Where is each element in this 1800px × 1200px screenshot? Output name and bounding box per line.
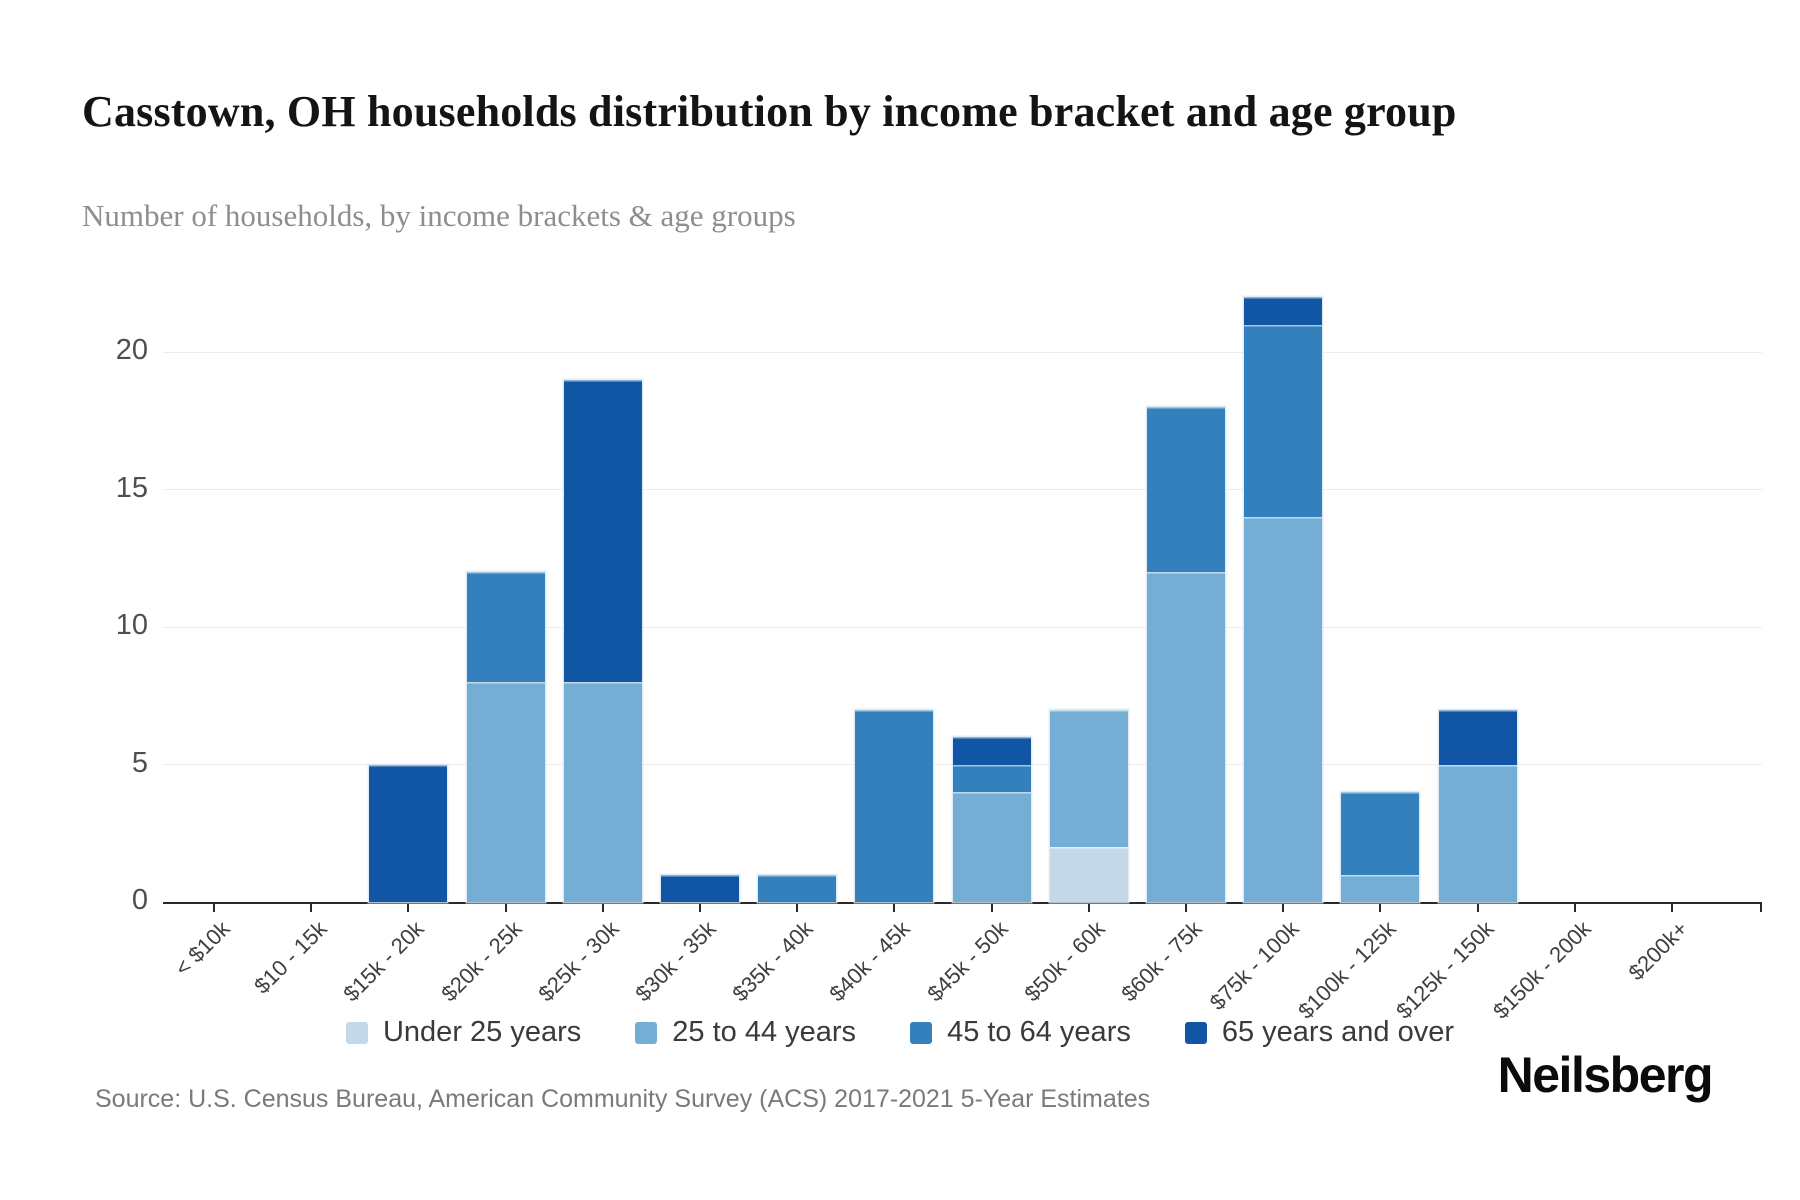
bar-segment[interactable] <box>952 737 1031 765</box>
bar-stack[interactable] <box>1147 407 1225 902</box>
x-axis-tick <box>1573 904 1576 912</box>
chart-subtitle: Number of households, by income brackets… <box>82 198 796 233</box>
bar-segment[interactable] <box>466 682 545 902</box>
y-axis-label: 0 <box>131 884 148 916</box>
y-axis-label: 5 <box>131 746 148 779</box>
bar-segment[interactable] <box>1049 709 1128 847</box>
bar-stack[interactable] <box>661 874 739 902</box>
bar-segment[interactable] <box>1341 874 1420 902</box>
bar-segment[interactable] <box>466 572 545 682</box>
bar-stack[interactable] <box>855 709 934 902</box>
x-axis-label: < $10k <box>169 916 235 981</box>
y-axis-label: 10 <box>115 609 148 641</box>
bar-stack[interactable] <box>758 874 837 902</box>
chart-title: Casstown, OH households distribution by … <box>82 87 1457 137</box>
legend-swatch-icon <box>910 1021 933 1044</box>
x-axis-tick <box>990 904 993 912</box>
bar-segment[interactable] <box>1244 297 1323 325</box>
bar-stack[interactable] <box>1341 792 1420 902</box>
x-axis-tick <box>699 904 701 912</box>
x-axis-label: $200k+ <box>1623 916 1693 986</box>
x-axis-tick <box>504 904 507 912</box>
x-axis-tick <box>1476 904 1479 912</box>
x-axis-label: $25k - 30k <box>533 916 624 1007</box>
plot-area: 0 5 10 15 20 < $10k $10 - 15k $15k - 20k $20k - … <box>116 297 1762 1024</box>
x-axis-tick <box>407 904 410 912</box>
y-gridline <box>163 489 1762 490</box>
x-axis-label: $50k - 60k <box>1019 916 1110 1007</box>
bar-stack[interactable] <box>466 572 545 902</box>
x-axis-label: $15k - 20k <box>338 916 430 1007</box>
bar-segment[interactable] <box>661 874 739 902</box>
legend-item[interactable]: 45 to 64 years <box>910 1016 1131 1049</box>
legend-swatch-icon <box>635 1021 658 1044</box>
bar-segment[interactable] <box>952 792 1031 902</box>
bar-stack[interactable] <box>952 737 1031 902</box>
bar-segment[interactable] <box>1147 572 1225 902</box>
bar-segment[interactable] <box>1147 407 1225 572</box>
x-axis-tick <box>1379 904 1382 912</box>
bar-stack[interactable] <box>1438 709 1517 902</box>
x-axis-tick <box>1282 904 1285 912</box>
bar-segment[interactable] <box>1244 324 1323 517</box>
x-axis-label: $30k - 35k <box>630 916 721 1007</box>
bar-segment[interactable] <box>758 874 837 902</box>
x-axis-tick <box>1185 904 1187 912</box>
source-attribution: Source: U.S. Census Bureau, American Com… <box>95 1085 1151 1113</box>
legend-label: 25 to 44 years <box>672 1016 857 1048</box>
x-axis-label: $20k - 25k <box>435 916 527 1007</box>
x-axis-label: $45k - 50k <box>921 916 1013 1007</box>
y-gridline <box>163 351 1762 353</box>
legend-label: Under 25 years <box>382 1016 582 1048</box>
legend: Under 25 years 25 to 44 years 45 to 64 yea… <box>0 1016 1800 1049</box>
legend-label: 45 to 64 years <box>947 1016 1131 1048</box>
x-axis-tick <box>893 904 896 912</box>
bar-segment[interactable] <box>1244 517 1323 902</box>
bar-stack[interactable] <box>1049 709 1128 902</box>
x-axis-label: $40k - 45k <box>824 916 916 1007</box>
legend-item[interactable]: Under 25 years <box>345 1016 582 1049</box>
y-axis-label: 15 <box>115 471 148 504</box>
x-axis-tick <box>213 904 215 912</box>
x-axis-tick <box>1087 904 1090 912</box>
legend-label: 65 years and over <box>1221 1016 1455 1048</box>
bar-segment[interactable] <box>855 709 934 902</box>
bar-segment[interactable] <box>1438 764 1517 902</box>
bar-segment[interactable] <box>563 682 642 902</box>
y-axis-label: 20 <box>115 334 148 366</box>
x-axis-line <box>163 901 1762 904</box>
legend-swatch-icon <box>345 1021 368 1044</box>
bar-segment[interactable] <box>1438 709 1517 765</box>
y-gridline <box>163 626 1762 628</box>
legend-item[interactable]: 25 to 44 years <box>635 1016 856 1049</box>
legend-item[interactable]: 65 years and over <box>1184 1016 1455 1049</box>
x-axis-end-tick <box>1760 904 1762 912</box>
x-axis-label: $60k - 75k <box>1116 916 1207 1007</box>
bar-stack[interactable] <box>1244 297 1323 902</box>
x-axis-tick <box>601 904 604 912</box>
x-axis-tick <box>796 904 799 912</box>
bar-segment[interactable] <box>1341 792 1420 875</box>
x-axis-label: $35k - 40k <box>727 916 818 1007</box>
bar-segment[interactable] <box>1049 847 1128 902</box>
x-axis-label: $100k - 125k <box>1293 916 1402 1024</box>
bar-stack[interactable] <box>369 764 448 902</box>
x-axis-label: $75k - 100k <box>1204 916 1304 1015</box>
bar-segment[interactable] <box>563 379 642 682</box>
bar-stack[interactable] <box>563 379 642 902</box>
bar-segment[interactable] <box>952 764 1031 792</box>
x-axis-label: $150k - 200k <box>1487 916 1596 1024</box>
bar-segment[interactable] <box>369 764 448 902</box>
x-axis-label: $125k - 150k <box>1390 916 1499 1024</box>
x-axis-tick <box>310 904 313 912</box>
legend-swatch-icon <box>1184 1021 1207 1044</box>
brand-logo: Neilsberg <box>1497 1047 1714 1103</box>
x-axis-label: $10 - 15k <box>249 916 332 999</box>
x-axis-tick <box>1671 904 1673 912</box>
